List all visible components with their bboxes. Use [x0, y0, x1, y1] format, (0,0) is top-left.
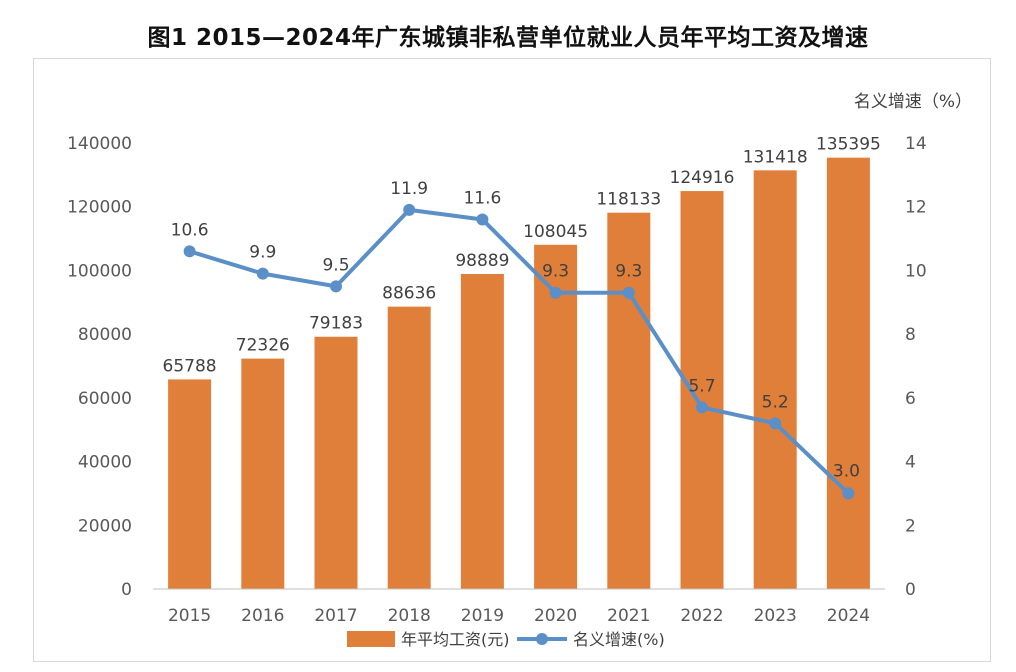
x-tick-label: 2019 — [461, 606, 504, 626]
growth-line — [189, 207, 850, 495]
right-tick-label: 10 — [905, 261, 927, 281]
line-value-label: 9.5 — [322, 255, 349, 275]
bar-value-label: 124916 — [670, 168, 735, 188]
line-point — [476, 213, 489, 226]
line-point — [769, 417, 782, 430]
x-tick-label: 2023 — [754, 606, 797, 626]
line-point — [256, 267, 269, 280]
right-tick-label: 2 — [905, 516, 916, 536]
legend-line-label: 名义增速(%) — [573, 630, 665, 649]
line-point — [183, 245, 196, 258]
x-tick-label: 2018 — [388, 606, 431, 626]
bar-value-label: 72326 — [236, 336, 290, 356]
line-series — [183, 203, 855, 500]
bar — [607, 212, 651, 589]
line-value-label: 10.6 — [171, 220, 209, 240]
line-point — [549, 286, 562, 299]
right-axis-label: 名义增速（%） — [854, 92, 972, 112]
left-tick-label: 60000 — [78, 389, 132, 409]
chart-frame — [33, 58, 991, 662]
x-tick-label: 2016 — [241, 606, 284, 626]
x-axis: 2015 2016 2017 2018 2019 2020 2021 2022 2023 2024 — [168, 606, 870, 626]
right-tick-label: 14 — [905, 134, 927, 154]
legend-bar-swatch — [347, 631, 395, 647]
line-point — [403, 203, 416, 216]
line-point — [842, 487, 855, 500]
x-tick-label: 2021 — [607, 606, 650, 626]
x-tick-label: 2024 — [827, 606, 870, 626]
bar — [387, 306, 431, 589]
bar — [460, 273, 504, 589]
left-tick-label: 0 — [121, 580, 132, 600]
line-value-label: 9.3 — [615, 262, 642, 282]
line-point — [330, 280, 342, 293]
left-tick-label: 20000 — [78, 516, 132, 536]
bar — [168, 379, 212, 589]
bar-value-label: 65788 — [163, 356, 217, 376]
right-axis: 0 2 4 6 8 10 12 14 — [905, 134, 927, 600]
right-tick-label: 12 — [905, 198, 927, 218]
line-value-label: 11.9 — [390, 179, 428, 199]
legend-line-marker — [536, 633, 548, 645]
bar-value-label: 98889 — [455, 251, 509, 271]
x-tick-label: 2022 — [680, 606, 723, 626]
line-value-label: 3.0 — [833, 461, 860, 481]
line-value-label: 11.6 — [463, 188, 501, 208]
bar-value-label: 88636 — [382, 284, 436, 304]
bar-labels: 65788 72326 79183 88636 98889 108045 118133 124… — [163, 135, 881, 377]
line-value-label: 9.3 — [542, 262, 569, 282]
left-tick-label: 80000 — [78, 325, 132, 345]
x-tick-label: 2020 — [534, 606, 577, 626]
left-tick-label: 120000 — [67, 198, 132, 218]
right-tick-label: 0 — [905, 580, 916, 600]
bar-value-label: 131418 — [743, 147, 808, 167]
x-tick-label: 2017 — [314, 606, 357, 626]
line-value-label: 5.2 — [762, 392, 789, 412]
line-point — [622, 286, 635, 299]
line-labels: 10.6 9.9 9.5 11.9 11.6 9.3 9.3 5.7 5.2 3.0 — [171, 179, 860, 482]
bar — [241, 358, 285, 589]
bar-value-label: 79183 — [309, 314, 363, 334]
bar — [826, 157, 870, 589]
bar-value-label: 118133 — [596, 190, 661, 210]
bar-value-label: 135395 — [816, 135, 881, 155]
line-value-label: 9.9 — [249, 243, 276, 263]
x-tick-label: 2015 — [168, 606, 211, 626]
bar-value-label: 108045 — [523, 222, 588, 242]
bar — [534, 244, 578, 589]
right-tick-label: 4 — [905, 453, 916, 473]
bar — [753, 170, 797, 590]
line-value-label: 5.7 — [688, 376, 715, 396]
bar — [680, 191, 724, 589]
left-axis: 0 20000 40000 60000 80000 100000 120000 140000 — [67, 134, 132, 600]
left-tick-label: 140000 — [67, 134, 132, 154]
left-tick-label: 100000 — [67, 261, 132, 281]
left-tick-label: 40000 — [78, 453, 132, 473]
legend: 年平均工资(元) 名义增速(%) — [347, 630, 665, 649]
chart-title: 图1 2015—2024年广东城镇非私营单位就业人员年平均工资及增速 — [147, 25, 869, 51]
right-tick-label: 6 — [905, 389, 916, 409]
bar — [314, 336, 358, 589]
right-tick-label: 8 — [905, 325, 916, 345]
line-point — [696, 401, 708, 414]
legend-bar-label: 年平均工资(元) — [401, 630, 510, 649]
bar-series — [168, 157, 870, 590]
